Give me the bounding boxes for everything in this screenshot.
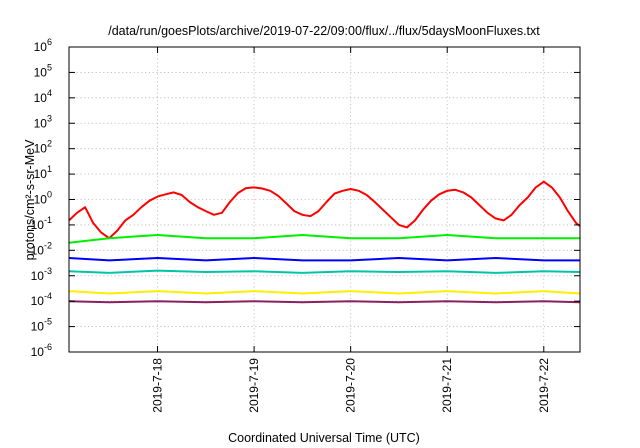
series-line [68, 269, 581, 274]
y-tick-label: 10-2 [31, 240, 52, 257]
y-tick-label: 105 [34, 62, 52, 79]
series-line [68, 234, 580, 244]
series-line [68, 257, 580, 262]
y-tick-label: 10-6 [31, 342, 52, 359]
y-tick-label: 104 [34, 88, 52, 105]
series-line [68, 180, 581, 240]
series-line [68, 290, 581, 295]
y-axis-label: protons/cm²-s-sr-MeV [23, 139, 37, 261]
chart-title: /data/run/goesPlots/archive/2019-07-22/0… [108, 24, 540, 38]
y-tick-label: 103 [34, 113, 52, 130]
y-tick-label: 10-3 [31, 266, 52, 283]
grid [69, 47, 580, 352]
series-line [68, 300, 581, 304]
y-tick-label: 100 [34, 190, 52, 207]
series-group [68, 180, 581, 304]
x-tick-label: 2019-7-19 [247, 358, 261, 413]
x-tick-label: 2019-7-18 [151, 358, 165, 413]
y-tick-label: 10-1 [31, 215, 52, 232]
y-tick-label: 10-4 [31, 291, 52, 308]
y-tick-label: 101 [34, 164, 52, 181]
x-tick-label: 2019-7-20 [344, 358, 358, 413]
y-tick-label: 10-5 [31, 317, 52, 334]
y-tick-label: 102 [34, 139, 52, 156]
ticks: 10-6 10-5 10-4 10-3 10-2 10-1 100 101 102 103 104 1… [31, 37, 580, 413]
x-tick-label: 2019-7-21 [440, 358, 454, 413]
x-tick-label: 2019-7-22 [537, 358, 551, 413]
y-tick-label: 106 [34, 37, 52, 54]
x-axis-label: Coordinated Universal Time (UTC) [228, 431, 420, 445]
